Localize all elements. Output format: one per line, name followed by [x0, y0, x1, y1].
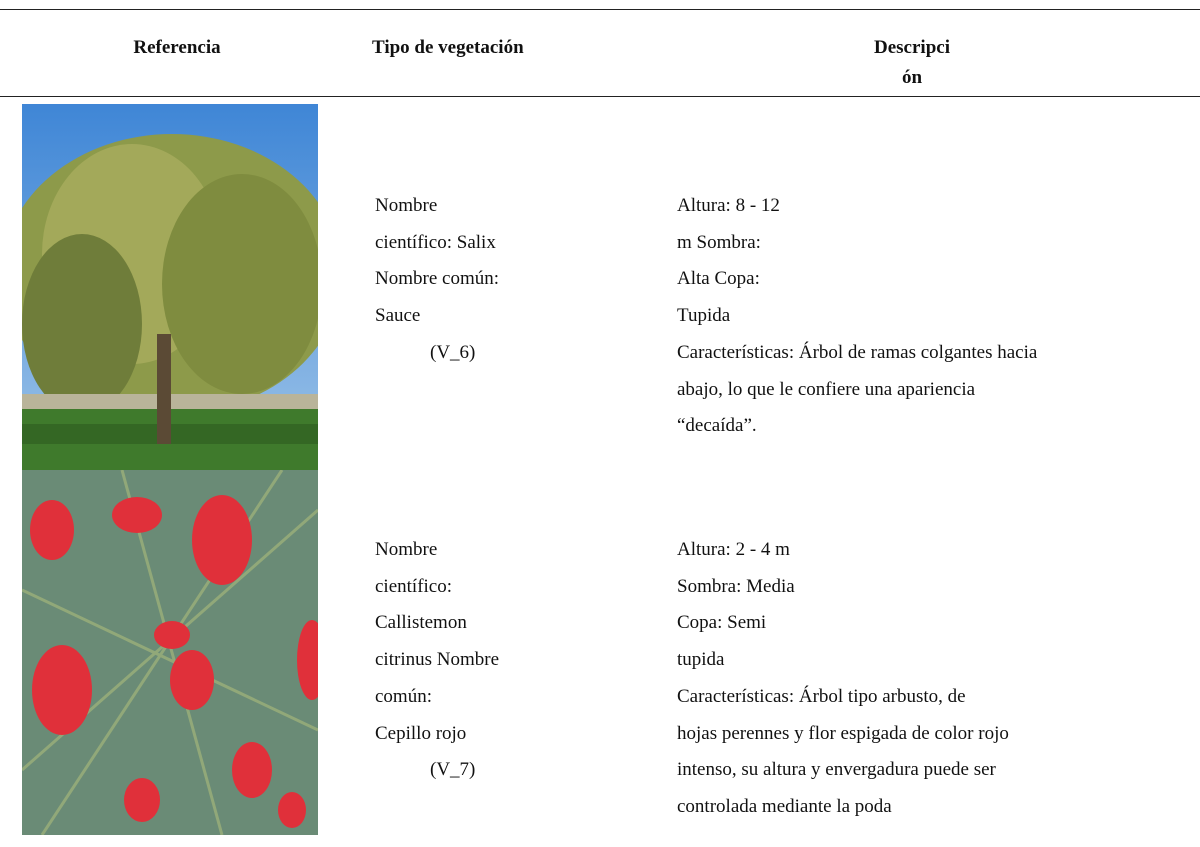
description: “decaída”.	[677, 415, 757, 437]
vegetation-type: Nombre	[375, 539, 438, 560]
description: m Sombra:	[677, 231, 761, 253]
description: Características: Árbol tipo arbusto, de	[677, 685, 966, 707]
description: intenso, su altura y envergadura puede s…	[677, 759, 996, 781]
vegetation-type: científico: Salix	[375, 231, 496, 253]
description: Altura: 8 - 12	[677, 195, 780, 216]
description: Altura: 2 - 4 m	[677, 539, 790, 560]
vegetation-type: (V_7)	[430, 759, 476, 781]
vegetation-type: Sauce	[375, 305, 421, 327]
willow-photo	[22, 104, 318, 470]
bottlebrush-photo	[22, 470, 318, 835]
vegetation-type: científico:	[375, 575, 453, 597]
description: tupida	[677, 649, 725, 671]
vegetation-type: Callistemon	[375, 612, 467, 634]
top-rule	[0, 9, 1200, 10]
description: Alta Copa:	[677, 268, 760, 290]
vegetation-type: citrinus Nombre	[375, 649, 500, 671]
vegetation-type: Nombre común:	[375, 268, 500, 290]
description: Tupida	[677, 305, 731, 327]
header-cell: Descripci	[874, 37, 950, 58]
description: Copa: Semi	[677, 612, 767, 634]
description: Características: Árbol de ramas colgante…	[677, 341, 1038, 363]
description: Sombra: Media	[677, 575, 795, 597]
description: controlada mediante la poda	[677, 795, 892, 817]
vegetation-type: (V_6)	[430, 341, 476, 363]
vegetation-type: Nombre	[375, 195, 438, 216]
header-cell: Tipo de vegetación	[372, 37, 524, 58]
description: hojas perennes y flor espigada de color …	[677, 722, 1009, 744]
description: abajo, lo que le confiere una apariencia	[677, 378, 976, 400]
vegetation-type: Cepillo rojo	[375, 722, 467, 744]
header-rule	[0, 96, 1200, 97]
header-cell: ón	[901, 67, 923, 88]
header-cell: Referencia	[133, 37, 221, 58]
vegetation-type: común:	[375, 685, 432, 707]
